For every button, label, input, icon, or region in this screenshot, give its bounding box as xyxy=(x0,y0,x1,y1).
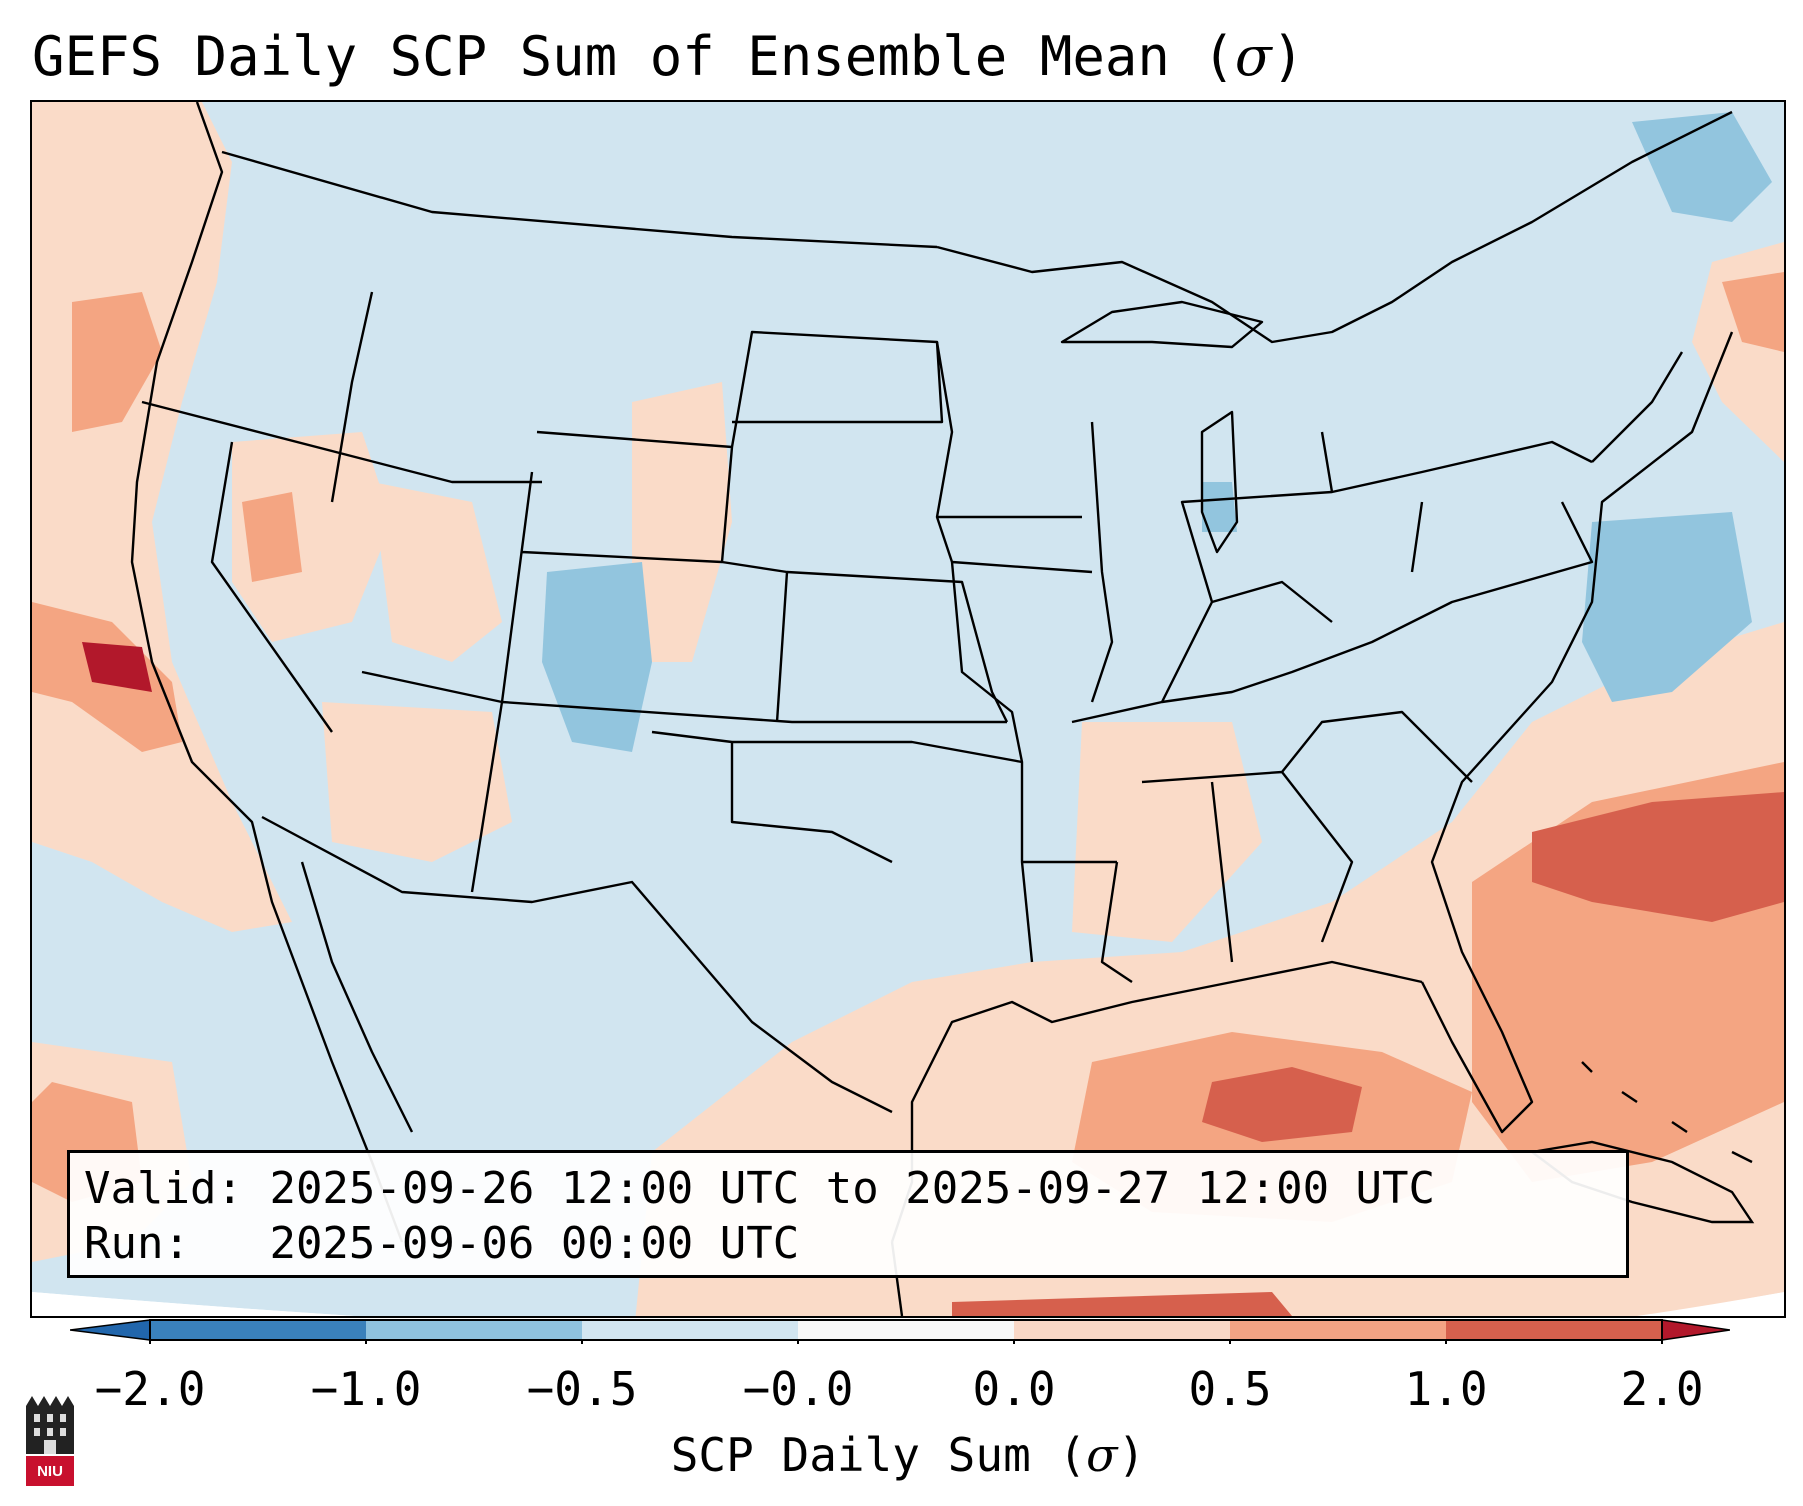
valid-value: 2025-09-26 12:00 UTC to 2025-09-27 12:00… xyxy=(269,1163,1436,1214)
east-coastline xyxy=(1420,331,1734,1134)
colorbar-seg-1 xyxy=(366,1320,582,1340)
gulf-coastline xyxy=(890,960,1423,1243)
maine-negative xyxy=(1632,112,1772,222)
colorbar xyxy=(70,1319,1730,1344)
colorbar-seg-4 xyxy=(1014,1320,1230,1340)
map-svg xyxy=(32,102,1784,1316)
canada-border xyxy=(221,150,938,249)
atlantic-strong xyxy=(1532,792,1784,922)
colorbar-seg-2 xyxy=(582,1320,798,1340)
utah-weak xyxy=(372,482,502,662)
colorbar-seg-6 xyxy=(1446,1320,1662,1340)
state-lines-central xyxy=(935,341,1684,983)
midatlantic-negative xyxy=(1582,512,1752,702)
run-row: Run: 2025-09-06 00:00 UTC xyxy=(84,1216,1626,1271)
mexico-border xyxy=(261,815,893,1114)
colorbar-tick-label: 0.5 xyxy=(1188,1362,1272,1416)
colorbar-tick-label: 0.0 xyxy=(972,1362,1056,1416)
baja xyxy=(300,861,414,1133)
colorbar-tick-label: −2.0 xyxy=(94,1362,206,1416)
northeast-moderate xyxy=(1722,272,1784,352)
valid-row: Valid: 2025-09-26 12:00 UTC to 2025-09-2… xyxy=(84,1161,1626,1216)
pac-coast-moderate xyxy=(72,292,162,432)
map-panel xyxy=(30,100,1786,1318)
nevada-moderate xyxy=(242,492,302,582)
negative-anomaly-fields xyxy=(542,112,1772,752)
logo-text: NIU xyxy=(37,1463,63,1480)
colorbar-outline xyxy=(149,1319,1663,1341)
socal-extreme xyxy=(82,642,152,692)
colorbar-label-close: ) xyxy=(1117,1428,1146,1482)
domain-corner-white xyxy=(32,1292,1784,1316)
chart-title: GEFS Daily SCP Sum of Ensemble Mean (σ) xyxy=(32,22,1304,92)
title-sigma: σ xyxy=(1234,25,1272,88)
colorbar-tick-label: 2.0 xyxy=(1620,1362,1704,1416)
run-label: Run: xyxy=(84,1218,190,1269)
valid-label: Valid: xyxy=(84,1163,243,1214)
west-coastline xyxy=(130,102,404,1243)
valid-run-info-box: Valid: 2025-09-26 12:00 UTC to 2025-09-2… xyxy=(67,1150,1629,1278)
lake-mich-negative xyxy=(1202,482,1237,532)
gulf-strong xyxy=(1202,1067,1362,1142)
colorbar-tick-label: −1.0 xyxy=(310,1362,422,1416)
colorbar-tick-label: −0.0 xyxy=(742,1362,854,1416)
colorbar-seg-3 xyxy=(798,1320,1014,1340)
colorbar-seg-0 xyxy=(150,1320,366,1340)
colorbar-label-text: SCP Daily Sum ( xyxy=(670,1428,1087,1482)
arizona-weak xyxy=(322,702,512,862)
colorado-weak xyxy=(632,382,732,662)
colorbar-label-sigma: σ xyxy=(1086,1428,1118,1482)
run-value: 2025-09-06 00:00 UTC xyxy=(269,1218,800,1269)
colorbar-extend-low xyxy=(70,1319,151,1341)
title-text: GEFS Daily SCP Sum of Ensemble Mean ( xyxy=(32,25,1235,88)
colorbar-tick-label: 1.0 xyxy=(1404,1362,1488,1416)
boundary-lines xyxy=(130,102,1734,1316)
niu-tower-icon xyxy=(26,1396,74,1486)
lake-michigan xyxy=(1200,410,1239,554)
colorbar-seg-5 xyxy=(1230,1320,1446,1340)
niu-logo: NIU xyxy=(22,1392,78,1488)
colorbar-ticks xyxy=(149,1340,1663,1344)
colorbar-label: SCP Daily Sum (σ) xyxy=(671,1427,1146,1483)
lake-superior xyxy=(1060,300,1264,349)
nevada-weak xyxy=(232,432,392,642)
colorbar-tick-label: −0.5 xyxy=(526,1362,638,1416)
great-lakes-outline xyxy=(936,110,1733,344)
colorbar-extend-high xyxy=(1661,1319,1730,1341)
bahamas-dots xyxy=(1581,1061,1753,1164)
positive-anomaly-fields xyxy=(32,102,1784,1316)
gulf-atlantic-weak xyxy=(635,622,1784,1316)
colorado-negative xyxy=(542,562,652,752)
caribbean-strong xyxy=(952,1292,1292,1316)
title-close: ) xyxy=(1271,25,1305,88)
state-lines-west xyxy=(141,291,1023,893)
